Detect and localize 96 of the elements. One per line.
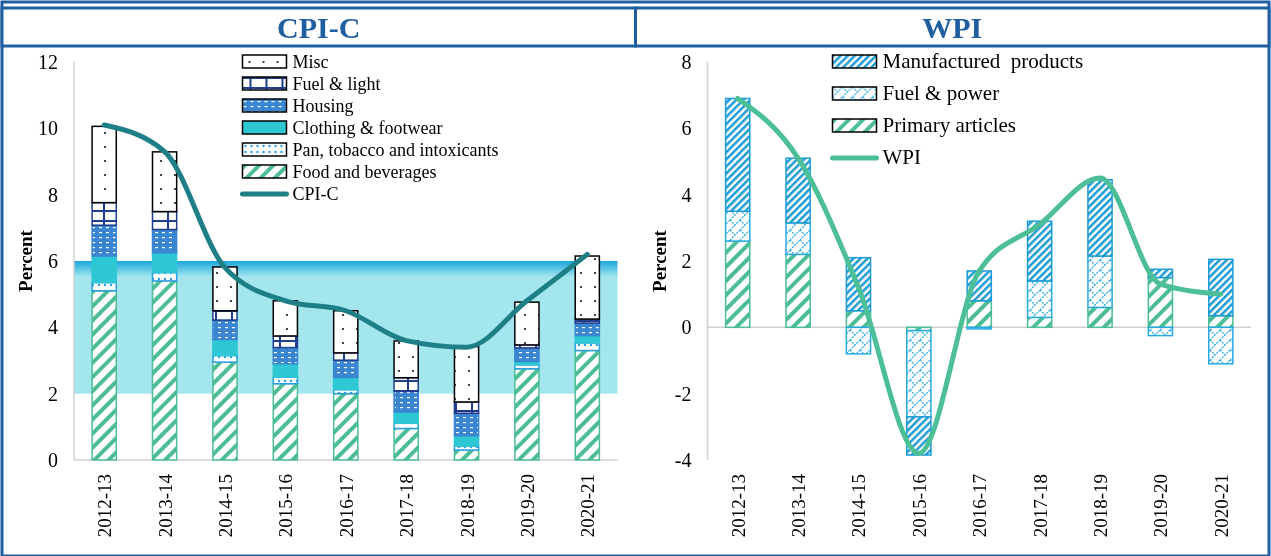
bar: [272, 346, 299, 365]
bar: [785, 157, 811, 224]
y-tick-label: 2: [48, 382, 58, 405]
bar: [272, 300, 299, 337]
bar: [151, 151, 178, 213]
bar: [91, 125, 118, 204]
bar: [91, 281, 118, 292]
bar: [785, 253, 811, 329]
bar: [514, 301, 540, 346]
bar: [151, 210, 178, 231]
x-tick-label: 2017-18: [1029, 474, 1051, 538]
x-tick-label: 2020-21: [577, 474, 599, 538]
bar: [724, 97, 751, 212]
bar: [574, 349, 601, 461]
legend-label: Housing: [292, 96, 354, 116]
bar: [393, 427, 419, 461]
y-tick-label: 2: [681, 250, 692, 272]
bar: [212, 266, 238, 312]
bar: [1026, 280, 1053, 319]
bar: [453, 412, 480, 437]
bar: [845, 326, 872, 355]
legend-label: Pan, tobacco and intoxicants: [292, 140, 499, 160]
y-tick-label: 6: [681, 117, 692, 140]
bar: [91, 255, 118, 284]
bar: [151, 251, 178, 274]
legend-label: Food and beverages: [292, 162, 437, 182]
y-tick-label: -4: [674, 449, 692, 471]
x-tick-label: 2017-18: [396, 474, 418, 538]
bar: [574, 255, 601, 320]
legend-label: Primary articles: [882, 113, 1017, 137]
x-tick-label: 2015-16: [908, 474, 930, 538]
bar: [212, 338, 238, 357]
y-tick-label: 8: [48, 183, 58, 206]
y-tick-label: 4: [48, 316, 58, 339]
y-tick-label: 12: [38, 51, 58, 73]
bar: [393, 340, 419, 379]
bar: [1087, 255, 1113, 309]
bar: [1207, 258, 1234, 317]
bar: [785, 222, 811, 256]
chart-title: CPI-C: [277, 11, 361, 44]
legend-label: WPI: [882, 145, 922, 169]
y-tick-label: 10: [38, 117, 58, 140]
x-tick-label: 2020-21: [1210, 474, 1232, 538]
x-tick-label: 2018-19: [1090, 474, 1112, 538]
bar: [272, 382, 299, 461]
bar: [91, 290, 118, 461]
bar: [1147, 326, 1174, 337]
bar: [91, 224, 118, 257]
legend-label: Misc: [292, 52, 329, 72]
legend-label: Fuel & light: [292, 74, 381, 94]
x-tick-label: 2013-14: [154, 473, 176, 538]
legend-label: Manufactured products: [882, 49, 1084, 73]
bar: [393, 377, 419, 393]
x-tick-label: 2015-16: [275, 474, 297, 538]
x-tick-label: 2014-15: [214, 474, 236, 538]
legend-label: Clothing & footwear: [292, 118, 443, 138]
legend-label: Fuel & power: [882, 81, 1000, 105]
bar: [151, 280, 178, 461]
bar: [1026, 220, 1053, 282]
x-tick-label: 2013-14: [788, 473, 810, 538]
x-tick-label: 2014-15: [848, 474, 870, 538]
bar: [1087, 306, 1113, 329]
legend-label: CPI-C: [292, 184, 339, 204]
bar: [332, 310, 359, 354]
x-tick-label: 2016-17: [335, 474, 357, 538]
chart-title: WPI: [922, 11, 983, 44]
bar: [91, 201, 118, 226]
y-tick-label: -2: [674, 382, 692, 405]
bar: [151, 228, 178, 254]
bar: [514, 368, 540, 461]
bar: [724, 210, 751, 242]
bar: [332, 392, 359, 461]
bar: [906, 329, 932, 418]
x-tick-label: 2012-13: [727, 474, 749, 538]
y-tick-label: 6: [48, 250, 58, 272]
x-tick-label: 2012-13: [94, 474, 116, 538]
bar: [1087, 178, 1113, 257]
y-tick-label: 0: [681, 316, 692, 339]
bar: [212, 361, 238, 461]
bar: [724, 240, 751, 329]
x-tick-label: 2018-19: [456, 474, 478, 538]
bar: [453, 345, 480, 403]
y-tick-label: 0: [48, 449, 58, 471]
bar: [393, 390, 419, 413]
bar: [151, 271, 178, 282]
x-tick-label: 2019-20: [516, 474, 538, 538]
bar: [1207, 326, 1234, 365]
bar: [574, 334, 601, 344]
y-axis-title: Percent: [648, 229, 670, 292]
y-tick-label: 8: [681, 51, 692, 73]
bar: [332, 359, 359, 379]
y-tick-label: 4: [681, 183, 692, 206]
x-tick-label: 2019-20: [1150, 474, 1172, 538]
y-axis-title: Percent: [15, 229, 36, 292]
x-tick-label: 2016-17: [969, 474, 991, 538]
bar: [212, 319, 238, 341]
